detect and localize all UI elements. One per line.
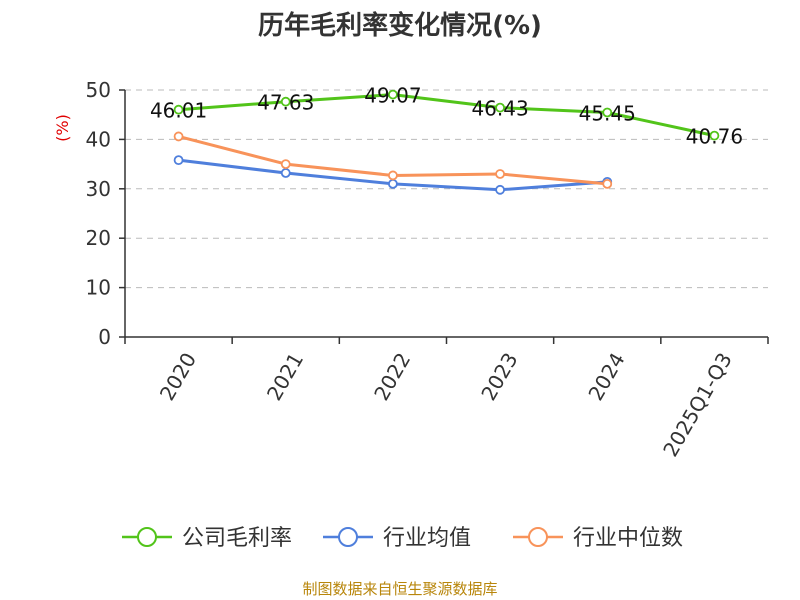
x-tick-labels: 2020 2021 2022 2023 2024 2025Q1-Q3 bbox=[155, 349, 737, 461]
y-axis-label: (%) bbox=[53, 114, 72, 142]
data-point bbox=[602, 178, 613, 189]
data-label: 47.63 bbox=[257, 91, 314, 115]
data-point bbox=[602, 107, 613, 118]
legend-label: 行业中位数 bbox=[573, 526, 683, 551]
series-line bbox=[178, 93, 715, 138]
legend-label: 行业均值 bbox=[383, 526, 471, 551]
data-label: 40.76 bbox=[686, 125, 743, 149]
data-point bbox=[388, 170, 398, 181]
y-tick-label: 10 bbox=[86, 276, 111, 300]
data-point bbox=[495, 184, 505, 195]
data-point bbox=[280, 96, 291, 107]
legend-marker bbox=[338, 527, 358, 547]
y-tick-label: 20 bbox=[86, 226, 111, 250]
data-point bbox=[173, 104, 184, 115]
y-tick-label: 40 bbox=[86, 127, 111, 151]
data-label: 45.45 bbox=[579, 101, 636, 125]
legend: 公司毛利率 行业均值 行业中位数 bbox=[122, 526, 683, 551]
data-point bbox=[388, 178, 398, 189]
data-point bbox=[280, 168, 291, 178]
series-points bbox=[173, 89, 720, 195]
data-point bbox=[709, 130, 720, 141]
x-tick-label: 2020 bbox=[155, 349, 201, 405]
data-point bbox=[388, 89, 398, 100]
legend-marker bbox=[528, 527, 548, 547]
data-label: 49.07 bbox=[364, 84, 421, 108]
source-note: 制图数据来自恒生聚源数据库 bbox=[302, 580, 497, 598]
axes bbox=[119, 89, 769, 344]
x-tick-label: 2021 bbox=[262, 349, 308, 405]
gridlines bbox=[125, 89, 768, 289]
data-label: 46.01 bbox=[150, 99, 207, 123]
data-labels: 46.01 47.63 49.07 46.43 45.45 40.76 bbox=[150, 84, 743, 149]
data-point bbox=[495, 169, 505, 179]
legend-label: 公司毛利率 bbox=[182, 526, 292, 551]
data-point bbox=[280, 159, 291, 170]
data-point bbox=[495, 102, 505, 113]
data-point bbox=[173, 131, 184, 142]
x-tick-label: 2025Q1-Q3 bbox=[658, 349, 737, 461]
y-tick-label: 0 bbox=[98, 325, 111, 349]
data-label: 46.43 bbox=[471, 97, 528, 121]
x-tick-label: 2022 bbox=[369, 349, 415, 405]
chart-title: 历年毛利率变化情况(%) bbox=[258, 10, 542, 41]
y-tick-label: 30 bbox=[86, 177, 111, 201]
x-tick-label: 2023 bbox=[476, 349, 522, 405]
legend-marker bbox=[137, 527, 157, 547]
y-tick-labels: 0 10 20 30 40 50 bbox=[86, 78, 111, 349]
y-tick-label: 50 bbox=[86, 78, 111, 102]
x-tick-label: 2024 bbox=[583, 349, 629, 405]
data-point bbox=[173, 155, 184, 166]
